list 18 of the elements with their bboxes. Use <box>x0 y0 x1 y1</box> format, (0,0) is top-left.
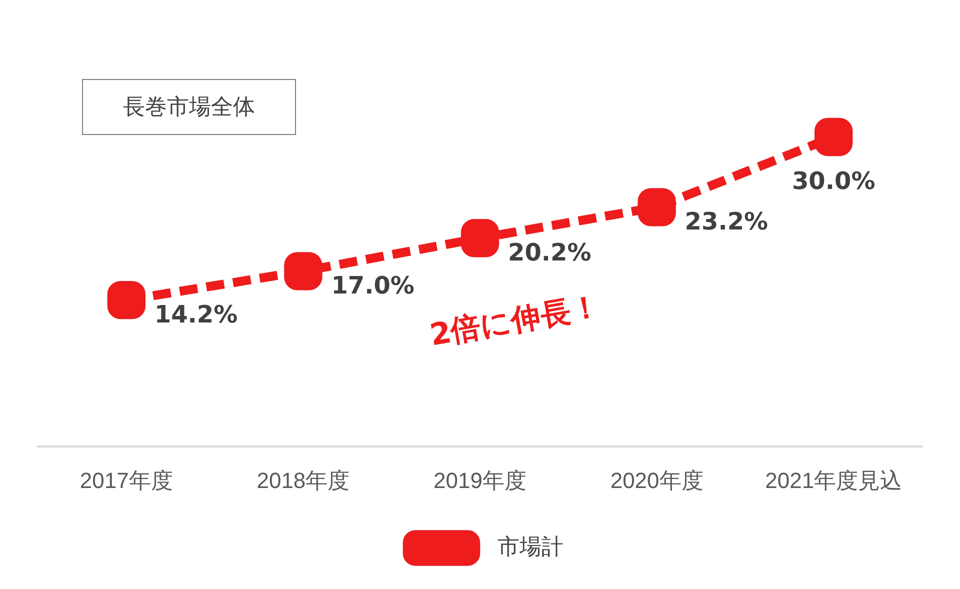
data-label: 30.0% <box>792 167 876 196</box>
point <box>284 252 322 290</box>
x-tick-label: 2021年度見込 <box>765 468 902 493</box>
data-label: 14.2% <box>154 300 238 328</box>
data-label: 23.2% <box>684 207 768 236</box>
x-tick-label: 2018年度 <box>256 468 350 493</box>
data-label: 17.0% <box>331 271 414 300</box>
legend-label: 市場計 <box>498 534 564 560</box>
x-tick-label: 2017年度 <box>80 468 173 493</box>
annotation: 2倍に伸長！ <box>427 288 603 354</box>
point <box>638 188 676 226</box>
point <box>814 118 853 156</box>
x-tick-label: 2019年度 <box>434 468 526 493</box>
point <box>107 280 146 320</box>
data-label: 20.2% <box>508 238 592 266</box>
x-tick-label: 2020年度 <box>610 468 704 493</box>
point <box>460 219 500 258</box>
chart-title: 長巻市場全体 <box>82 79 296 135</box>
